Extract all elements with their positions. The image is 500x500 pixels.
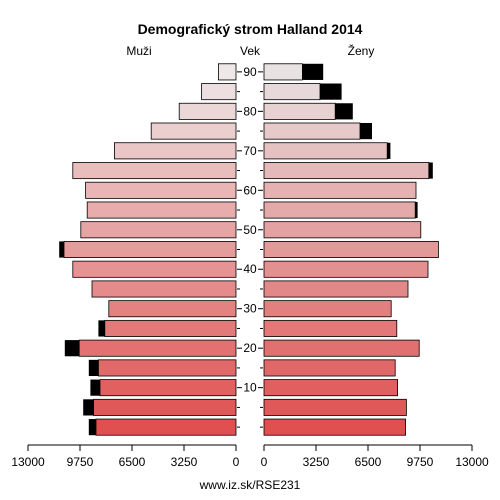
female-bar-55-59 [263,201,416,219]
female-x-axis: 0 3250 6500 9750 13000 [261,444,489,469]
male-bar-55-59 [86,201,237,219]
male-bar-75-79 [150,122,237,140]
female-surplus-bar-75-79 [360,122,372,140]
female-x-tick-label: 6500 [355,455,382,469]
male-x-tick-label: 9750 [67,455,94,469]
male-surplus-bar-45-49 [59,241,64,258]
male-bar-10-14 [99,379,237,397]
female-surplus-bar-70-74 [387,142,391,159]
female-surplus-bar-65-69 [428,162,433,179]
female-x-tick-label: 9750 [407,455,434,469]
age-tick-label: 60 [243,183,257,197]
male-bar-15-19 [98,359,237,377]
male-bar-90+ [217,63,237,81]
female-bar-15-19 [263,359,396,377]
female-x-tick-label: 13000 [455,455,489,469]
male-bar-25-29 [104,319,237,337]
chart-title: Demografický strom Halland 2014 [138,21,363,37]
center-axis-label: Vek [240,44,261,58]
female-bar-5-9 [263,398,407,416]
female-bar-90+ [263,63,303,81]
age-tick-label: 40 [243,262,257,276]
male-x-tick-label: 6500 [119,455,146,469]
male-bar-70-74 [114,142,237,160]
female-surplus-bar-85-89 [320,83,342,100]
female-bar-30-34 [263,300,392,318]
female-bar-20-24 [263,339,420,357]
male-surplus-bar-0-4 [88,419,96,436]
male-bar-80-84 [178,102,237,120]
male-surplus-bar-20-24 [64,340,80,357]
female-bar-25-29 [263,319,398,337]
male-x-axis: 0 3250 6500 9750 13000 [11,444,240,469]
male-bar-0-4 [95,418,237,436]
male-surplus-bar-15-19 [88,359,99,377]
female-bar-80-84 [263,102,336,120]
female-bar-35-39 [263,280,409,298]
male-surplus-bar-10-14 [90,379,100,396]
male-bar-5-9 [93,398,237,416]
male-x-tick-label: 0 [233,455,240,469]
male-bars [59,63,237,436]
female-bar-10-14 [263,379,399,397]
age-tick-label: 90 [243,65,257,79]
male-bar-60-64 [85,181,237,199]
female-surplus-bar-55-59 [415,201,418,219]
age-tick-label: 80 [243,104,257,118]
female-bar-45-49 [263,241,439,258]
male-x-tick-label: 13000 [11,455,45,469]
female-bar-75-79 [263,122,361,140]
right-side-label: Ženy [348,43,375,58]
female-bars [263,63,439,436]
female-bar-0-4 [263,418,407,436]
female-surplus-bar-80-84 [335,103,353,120]
female-bar-50-54 [263,221,422,239]
male-bar-40-44 [72,260,237,278]
age-tick-label: 20 [243,341,257,355]
age-tick-label: 50 [243,223,257,237]
male-surplus-bar-5-9 [83,399,94,416]
female-bar-60-64 [263,181,417,199]
age-axis: 10 20 30 40 50 60 70 80 90 [237,65,263,428]
female-bar-65-69 [263,162,430,180]
footer-source: www.iz.sk/RSE231 [199,478,301,492]
female-surplus-bar-90+ [302,63,324,80]
female-x-tick-label: 3250 [303,455,330,469]
male-bar-35-39 [91,280,237,298]
age-tick-label: 70 [243,144,257,158]
male-bar-30-34 [108,300,237,318]
male-bar-45-49 [63,241,237,258]
male-bar-85-89 [201,83,237,101]
male-surplus-bar-25-29 [98,320,105,337]
male-x-tick-label: 3250 [171,455,198,469]
female-bar-85-89 [263,83,321,101]
female-x-tick-label: 0 [261,455,268,469]
left-side-label: Muži [126,44,151,58]
age-tick-label: 10 [243,381,257,395]
male-bar-20-24 [78,339,237,357]
male-bar-65-69 [72,162,237,180]
age-tick-label: 30 [243,302,257,316]
female-bar-70-74 [263,142,388,160]
female-bar-40-44 [263,260,429,278]
male-bar-50-54 [80,221,237,239]
